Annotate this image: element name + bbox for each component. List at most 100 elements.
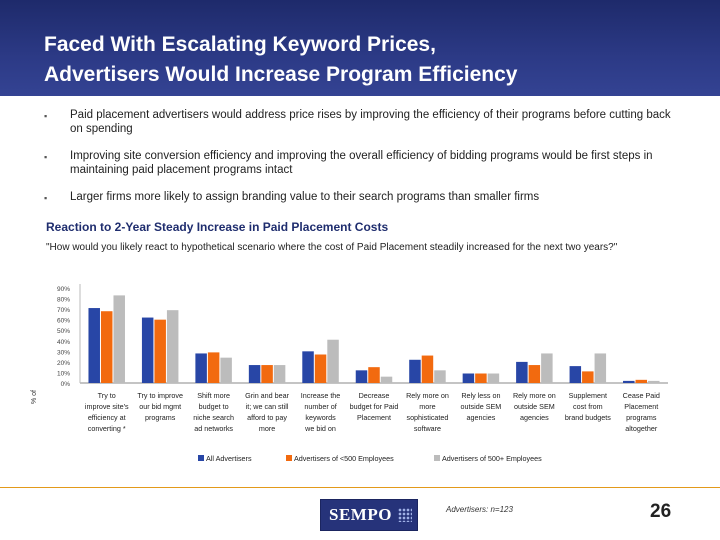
bar-series-1 (623, 380, 635, 383)
title-banner: Faced With Escalating Keyword Prices, Ad… (0, 0, 720, 96)
bar-series-3 (594, 353, 607, 383)
bar-series-2 (528, 365, 541, 383)
category-label: efficiency at (88, 413, 126, 422)
bar-series-3 (327, 339, 339, 383)
bar-series-1 (302, 351, 314, 383)
bar-series-2 (582, 371, 594, 383)
category-label: agencies (467, 413, 496, 422)
legend-swatch (434, 455, 440, 461)
bullet-marker-icon: ▪ (44, 193, 48, 203)
slide-title: Faced With Escalating Keyword Prices, Ad… (44, 33, 518, 86)
category-label: ad networks (194, 424, 233, 433)
y-tick-label: 0% (61, 381, 71, 388)
category-label: Rely more on (406, 391, 449, 400)
bar-series-1 (516, 361, 528, 383)
y-tick-label: 70% (57, 307, 70, 314)
bar-series-1 (248, 365, 261, 383)
category-label: outside SEM (461, 402, 502, 411)
bar-series-2 (475, 373, 487, 383)
y-axis-label: % of (31, 390, 38, 404)
legend-swatch (286, 455, 292, 461)
y-tick-label: 40% (57, 339, 70, 346)
category-label: Supplement (569, 391, 607, 400)
bar-series-3 (380, 376, 393, 383)
category-label: programs (145, 413, 176, 422)
category-label: niche search (193, 413, 234, 422)
bar-series-1 (409, 359, 421, 383)
page-number: 26 (650, 501, 672, 522)
bar-series-3 (166, 310, 179, 383)
category-label: Rely more on (513, 391, 556, 400)
category-label: altogether (625, 424, 658, 433)
footer-divider (0, 487, 720, 488)
bar-series-3 (113, 295, 125, 383)
category-label: outside SEM (514, 402, 555, 411)
bar-series-2 (368, 367, 380, 383)
bar-series-2 (207, 352, 220, 383)
bar-series-2 (421, 355, 434, 383)
category-label: Placement (624, 402, 658, 411)
category-label: it; we can still (246, 402, 289, 411)
category-label: afford to pay (247, 413, 287, 422)
bullet-marker-icon: ▪ (44, 152, 48, 162)
bullet-text: Larger firms more likely to assign brand… (70, 191, 540, 203)
chart-question: "How would you likely react to hypotheti… (46, 242, 618, 253)
bar-series-3 (541, 353, 553, 383)
category-label: agencies (520, 413, 549, 422)
y-tick-label: 50% (57, 328, 70, 335)
y-tick-label: 20% (57, 360, 70, 367)
bullet-item: ▪ Paid placement advertisers would addres… (36, 108, 686, 136)
legend-label: Advertisers of <500 Employees (294, 454, 394, 463)
bar-series-1 (569, 366, 582, 383)
bullet-list: ▪ Paid placement advertisers would addres… (36, 108, 686, 217)
bar-series-1 (355, 370, 368, 383)
category-label: programs (626, 413, 657, 422)
category-label: improve site's (85, 402, 129, 411)
legend-label: Advertisers of 500+ Employees (442, 454, 542, 463)
bar-series-3 (220, 357, 232, 383)
chart-title: Reaction to 2-Year Steady Increase in Pa… (46, 220, 389, 234)
category-label: Placement (357, 413, 391, 422)
y-tick-label: 10% (57, 370, 70, 377)
category-label: Grin and bear (245, 391, 290, 400)
category-label: Decrease (359, 391, 390, 400)
bar-series-3 (487, 373, 500, 383)
category-label: keywords (305, 413, 336, 422)
y-tick-label: 90% (57, 286, 70, 293)
category-label: more (259, 424, 275, 433)
category-label: Increase the (301, 391, 341, 400)
category-label: cost from (573, 402, 603, 411)
category-label: Rely less on (461, 391, 500, 400)
category-label: number of (304, 402, 336, 411)
bar-series-3 (434, 370, 446, 383)
bar-series-1 (141, 317, 154, 383)
bar-chart: 90% 80% 70% 60% 50% 40% 30% 20% 10% 0% % of Try to i… (31, 284, 668, 463)
bar-series-2 (261, 365, 273, 383)
category-label: Cease Paid (623, 391, 660, 400)
legend-swatch (198, 455, 204, 461)
category-label: we bid on (304, 424, 336, 433)
category-label: Shift more (197, 391, 230, 400)
sempo-logo: SEMPO (320, 499, 418, 531)
category-label: brand budgets (565, 413, 611, 422)
y-tick-label: 80% (57, 297, 70, 304)
bar-series-1 (195, 353, 207, 383)
category-label: converting * (88, 424, 126, 433)
bar-series-3 (273, 365, 286, 383)
logo-dots-icon (397, 508, 412, 522)
bullet-item: ▪ Improving site conversion efficiency an… (36, 149, 686, 177)
bar-series-2 (154, 319, 166, 383)
bullet-item: ▪ Larger firms more likely to assign bran… (36, 190, 686, 204)
y-tick-label: 30% (57, 349, 70, 356)
category-label: Try to (98, 391, 116, 400)
category-label: budget for Paid (350, 402, 399, 411)
bar-series-2 (100, 311, 113, 383)
category-label: software (414, 424, 441, 433)
logo-text: SEMPO (329, 505, 392, 524)
sample-size-note: Advertisers: n=123 (446, 505, 513, 514)
category-label: our bid mgmt (139, 402, 181, 411)
legend-label: All Advertisers (206, 454, 252, 463)
category-label: Try to improve (137, 391, 183, 400)
bar-series-2 (314, 354, 327, 383)
bar-series-3 (648, 380, 660, 383)
